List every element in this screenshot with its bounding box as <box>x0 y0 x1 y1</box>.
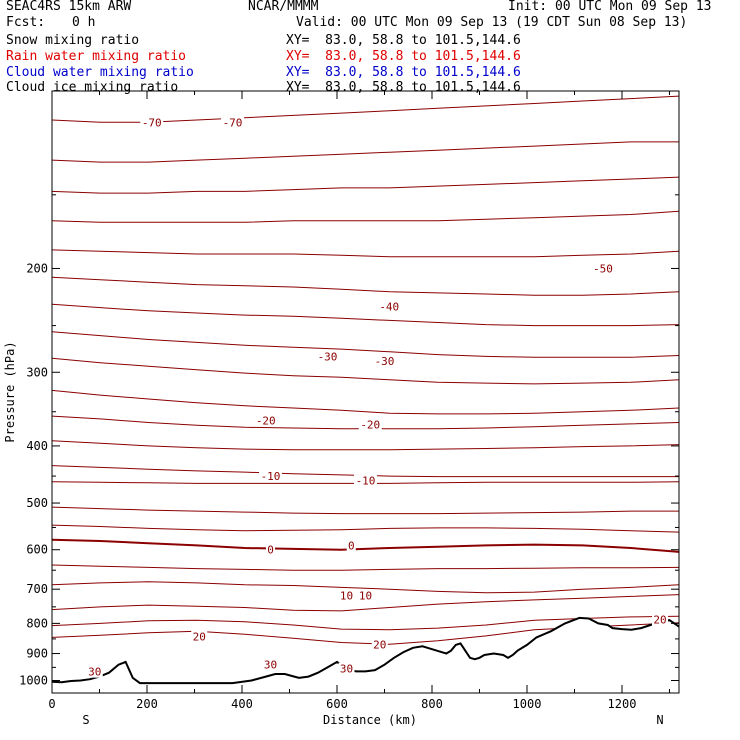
contour-label: -50 <box>593 262 613 275</box>
isotherm-line <box>51 564 680 571</box>
contour-label: -30 <box>375 355 395 368</box>
contour-label-bg <box>140 116 164 129</box>
org-title: NCAR/MMMM <box>248 0 319 14</box>
isotherm-line <box>51 303 680 327</box>
contour-label-bg <box>262 658 279 671</box>
init-time: Init: 00 UTC Mon 09 Sep 13 <box>508 0 712 14</box>
contour-labels: -70 -70 -50 -40 -30 -30 -20 -20 -10 -10 0 0 10 10 20 20… <box>86 116 668 679</box>
fcst-label: Fcst: <box>6 15 46 30</box>
y-tick-label: 400 <box>26 439 48 453</box>
isotherm-line <box>51 524 680 533</box>
field-cloud-water-name: Cloud water mixing ratio <box>6 65 194 80</box>
contour-label: -30 <box>318 350 338 363</box>
contour-label-bg <box>254 414 278 427</box>
contour-label-bg <box>266 543 275 556</box>
contour-label: 0 <box>348 539 355 552</box>
isotherm-line <box>51 249 680 258</box>
y-tick-label: 1000 <box>19 674 48 688</box>
contour-label: 0 <box>267 544 274 557</box>
isotherm-contours <box>51 95 680 645</box>
contour-label: 10 <box>359 590 372 603</box>
contour-label-bg <box>373 354 396 367</box>
terrain-line <box>51 616 680 685</box>
x-end-label-south: S <box>82 713 89 727</box>
contour-label: 20 <box>373 638 386 651</box>
isotherm-line <box>51 538 680 553</box>
contour-label: -40 <box>379 300 399 313</box>
contour-label-bg <box>259 470 282 483</box>
contour-label: -20 <box>360 419 380 432</box>
y-tick-label: 800 <box>26 616 48 630</box>
y-axis-label: Pressure (hPa) <box>3 341 17 442</box>
isotherm-line <box>51 176 680 194</box>
isotherm-line <box>51 506 679 515</box>
contour-label-bg <box>358 418 382 431</box>
contour-label: -20 <box>256 414 276 427</box>
model-title: SEAC4RS 15km ARW <box>6 0 132 14</box>
y-tick-label: 200 <box>26 261 48 275</box>
terrain-fill <box>52 617 679 693</box>
plot-frame <box>51 90 680 694</box>
contour-label: 30 <box>264 659 277 672</box>
contour-label: 20 <box>653 614 666 627</box>
isotherm-line <box>51 276 680 296</box>
contour-label-bg <box>338 589 355 602</box>
isotherm-line <box>51 389 680 415</box>
contour-label-bg <box>357 589 374 602</box>
field-snow-name: Snow mixing ratio <box>6 33 140 48</box>
contour-label: -10 <box>356 475 376 488</box>
y-tick-label: 700 <box>26 582 48 596</box>
x-tick-label: 1200 <box>608 697 637 711</box>
contour-label: -70 <box>223 116 243 129</box>
terrain-profile <box>51 616 680 693</box>
field-cloud-water-xy: XY= 83.0, 58.8 to 101.5,144.6 <box>286 65 521 80</box>
contour-label-bg <box>346 539 356 552</box>
isotherm-line <box>51 581 680 594</box>
contour-label: -70 <box>142 116 162 129</box>
field-snow-xy: XY= 83.0, 58.8 to 101.5,144.6 <box>286 33 521 48</box>
contour-label-bg <box>591 262 615 275</box>
x-tick-label: 400 <box>231 697 253 711</box>
isotherm-line <box>51 357 680 385</box>
y-tick-label: 600 <box>26 543 48 557</box>
contour-label: 20 <box>193 630 206 643</box>
y-tick-label: 300 <box>26 365 48 379</box>
x-tick-label: 200 <box>136 697 158 711</box>
contour-label-bg <box>354 474 377 487</box>
isotherm-line <box>51 440 680 451</box>
contour-label-bg <box>377 300 401 313</box>
contour-label: -10 <box>261 470 281 483</box>
contour-label: 30 <box>88 666 101 679</box>
contour-label-bg <box>191 630 208 643</box>
y-tick-label: 900 <box>26 647 48 661</box>
contour-label: 30 <box>340 663 353 676</box>
y-tick-label: 500 <box>26 496 48 510</box>
contour-label-bg <box>86 665 103 678</box>
isotherm-line <box>51 594 680 612</box>
contour-label-bg <box>371 638 388 651</box>
contour-label-bg <box>316 350 339 363</box>
contour-label-bg <box>652 613 668 626</box>
field-rain-xy: XY= 83.0, 58.8 to 101.5,144.6 <box>286 49 521 64</box>
x-tick-label: 0 <box>48 697 55 711</box>
valid-time: Valid: 00 UTC Mon 09 Sep 13 (19 CDT Sun … <box>296 15 688 30</box>
fcst-value: 0 h <box>72 15 96 30</box>
isotherm-line <box>51 141 679 163</box>
contour-label-bg <box>221 116 244 129</box>
field-rain-name: Rain water mixing ratio <box>6 49 187 64</box>
isotherm-line <box>51 210 680 223</box>
isotherm-line <box>51 331 680 358</box>
x-tick-label: 800 <box>421 697 443 711</box>
contour-label: 10 <box>340 590 353 603</box>
x-axis-label: Distance (km) <box>323 713 417 727</box>
x-tick-label: 1000 <box>513 697 542 711</box>
x-end-label-north: N <box>656 713 663 727</box>
contour-label-bg <box>338 662 355 675</box>
x-tick-label: 600 <box>326 697 348 711</box>
